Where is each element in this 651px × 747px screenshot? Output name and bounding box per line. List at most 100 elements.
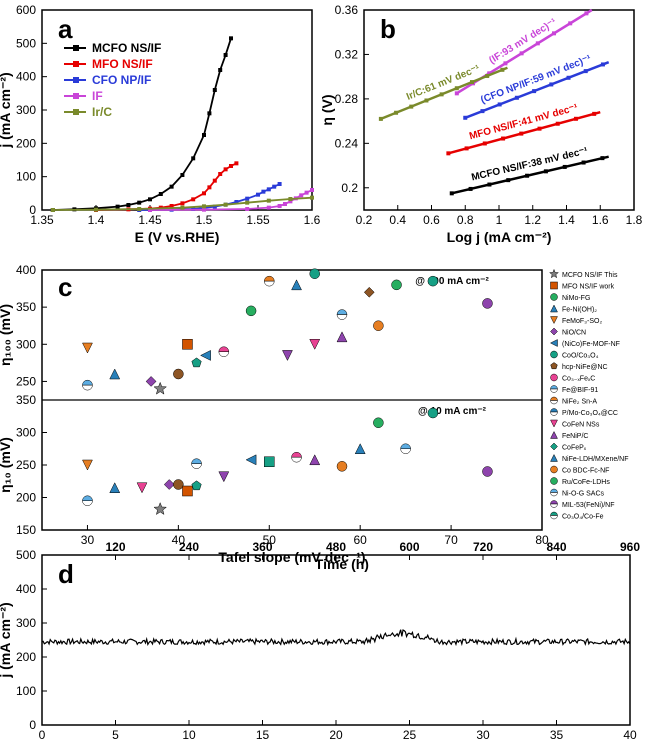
svg-text:MFO NS/IF: MFO NS/IF	[92, 57, 153, 71]
svg-text:30: 30	[476, 728, 490, 742]
svg-text:1.8: 1.8	[626, 213, 643, 227]
svg-text:120: 120	[105, 540, 125, 554]
svg-text:300: 300	[16, 426, 36, 440]
svg-text:840: 840	[546, 540, 566, 554]
svg-text:0.28: 0.28	[335, 92, 359, 106]
svg-text:CoFeN NSs: CoFeN NSs	[562, 422, 600, 429]
svg-text:500: 500	[16, 36, 36, 50]
svg-text:Ru/CoFe-LDHs: Ru/CoFe-LDHs	[562, 479, 610, 486]
svg-text:Fe-Ni(OH)₂: Fe-Ni(OH)₂	[562, 307, 597, 314]
svg-text:200: 200	[16, 650, 36, 664]
svg-text:250: 250	[16, 458, 36, 472]
svg-text:1.45: 1.45	[138, 213, 162, 227]
svg-text:NiFe-LDH/MXene/NF: NiFe-LDH/MXene/NF	[562, 456, 629, 463]
svg-text:η₁₀ (mV): η₁₀ (mV)	[0, 437, 13, 493]
svg-text:600: 600	[16, 3, 36, 17]
svg-text:150: 150	[16, 523, 36, 537]
svg-text:0.4: 0.4	[389, 213, 406, 227]
svg-text:η₁₀₀ (mV): η₁₀₀ (mV)	[0, 304, 13, 366]
svg-text:Fe@BIF-91: Fe@BIF-91	[562, 387, 598, 394]
svg-text:hcp-NiFe@NC: hcp-NiFe@NC	[562, 364, 608, 371]
svg-text:Ni-O-G SACs: Ni-O-G SACs	[562, 491, 605, 498]
svg-text:j (mA cm⁻²): j (mA cm⁻²)	[0, 72, 13, 148]
svg-text:FeMoF₃-SO₂: FeMoF₃-SO₂	[562, 318, 602, 325]
svg-text:0: 0	[29, 203, 36, 217]
svg-text:MCFO NS/IF: MCFO NS/IF	[92, 41, 161, 55]
svg-text:1: 1	[496, 213, 503, 227]
svg-text:0.32: 0.32	[335, 47, 359, 61]
svg-text:25: 25	[403, 728, 417, 742]
svg-text:d: d	[58, 559, 74, 589]
svg-text:MFO NS/IF work: MFO NS/IF work	[562, 284, 615, 291]
svg-text:300: 300	[16, 103, 36, 117]
svg-text:Co BDC-Fc-NF: Co BDC-Fc-NF	[562, 468, 609, 475]
svg-text:Time (h): Time (h)	[315, 556, 369, 572]
svg-text:CoFePₓ: CoFePₓ	[562, 445, 587, 452]
svg-text:350: 350	[16, 393, 36, 407]
svg-text:250: 250	[16, 374, 36, 388]
svg-text:0.24: 0.24	[335, 136, 359, 150]
svg-text:1.6: 1.6	[592, 213, 609, 227]
svg-text:1.55: 1.55	[246, 213, 270, 227]
svg-text:1.5: 1.5	[196, 213, 213, 227]
svg-text:100: 100	[16, 684, 36, 698]
svg-text:240: 240	[179, 540, 199, 554]
svg-text:NiMo-FG: NiMo-FG	[562, 295, 590, 302]
svg-text:Co₃₋ₓFeₓC: Co₃₋ₓFeₓC	[562, 376, 595, 383]
svg-text:350: 350	[16, 300, 36, 314]
svg-text:0.8: 0.8	[457, 213, 474, 227]
svg-text:1.4: 1.4	[88, 213, 105, 227]
svg-text:NiO/CN: NiO/CN	[562, 330, 586, 337]
svg-text:5: 5	[112, 728, 119, 742]
svg-text:(IF:93 mV dec)⁻¹: (IF:93 mV dec)⁻¹	[487, 16, 559, 66]
svg-text:Log j (mA cm⁻²): Log j (mA cm⁻²)	[447, 229, 552, 245]
svg-text:FeNiP/C: FeNiP/C	[562, 433, 588, 440]
svg-text:400: 400	[16, 582, 36, 596]
svg-text:Ir/C: Ir/C	[92, 105, 112, 119]
svg-text:360: 360	[252, 540, 272, 554]
svg-text:(NiCo)Fe-MOF-NF: (NiCo)Fe-MOF-NF	[562, 341, 620, 348]
svg-text:E (V vs.RHE): E (V vs.RHE)	[135, 229, 220, 245]
svg-text:200: 200	[16, 136, 36, 150]
svg-text:@ 100 mA cm⁻²: @ 100 mA cm⁻²	[415, 276, 489, 287]
svg-text:600: 600	[399, 540, 419, 554]
svg-text:b: b	[380, 14, 396, 44]
svg-text:100: 100	[16, 170, 36, 184]
svg-text:a: a	[58, 14, 73, 44]
svg-text:c: c	[58, 272, 72, 302]
svg-text:IF: IF	[92, 89, 103, 103]
figure-stage: 1.351.41.451.51.551.60100200300400500600…	[0, 0, 651, 747]
figure-svg: 1.351.41.451.51.551.60100200300400500600…	[0, 0, 651, 747]
svg-text:0.36: 0.36	[335, 3, 359, 17]
svg-text:NiFe₂ Sn-A: NiFe₂ Sn-A	[562, 399, 597, 406]
svg-text:35: 35	[550, 728, 564, 742]
svg-text:300: 300	[16, 616, 36, 630]
svg-text:CoO/Co₃O₄: CoO/Co₃O₄	[562, 353, 599, 360]
svg-text:720: 720	[473, 540, 493, 554]
svg-text:480: 480	[326, 540, 346, 554]
svg-text:1.4: 1.4	[558, 213, 575, 227]
svg-text:30: 30	[81, 533, 95, 547]
svg-text:0.6: 0.6	[423, 213, 440, 227]
svg-text:40: 40	[623, 728, 637, 742]
svg-text:η (V): η (V)	[319, 94, 335, 125]
svg-text:Co₃O₄/Co-Fe: Co₃O₄/Co-Fe	[562, 514, 604, 521]
svg-text:400: 400	[16, 70, 36, 84]
svg-text:500: 500	[16, 548, 36, 562]
svg-text:1.6: 1.6	[304, 213, 321, 227]
svg-text:CFO NP/IF: CFO NP/IF	[92, 73, 151, 87]
svg-text:60: 60	[354, 533, 368, 547]
svg-text:1.2: 1.2	[524, 213, 541, 227]
svg-text:70: 70	[444, 533, 458, 547]
svg-text:400: 400	[16, 263, 36, 277]
svg-text:0: 0	[39, 728, 46, 742]
svg-text:MIL-53(FeNi)/NF: MIL-53(FeNi)/NF	[562, 502, 615, 509]
svg-text:20: 20	[329, 728, 343, 742]
svg-text:15: 15	[256, 728, 270, 742]
svg-text:MCFO NS/IF This: MCFO NS/IF This	[562, 272, 618, 279]
svg-text:10: 10	[182, 728, 196, 742]
svg-text:0.2: 0.2	[356, 213, 373, 227]
svg-text:P/Mo-Co₃O₄@CC: P/Mo-Co₃O₄@CC	[562, 410, 618, 417]
svg-text:300: 300	[16, 337, 36, 351]
svg-text:0.2: 0.2	[341, 181, 358, 195]
